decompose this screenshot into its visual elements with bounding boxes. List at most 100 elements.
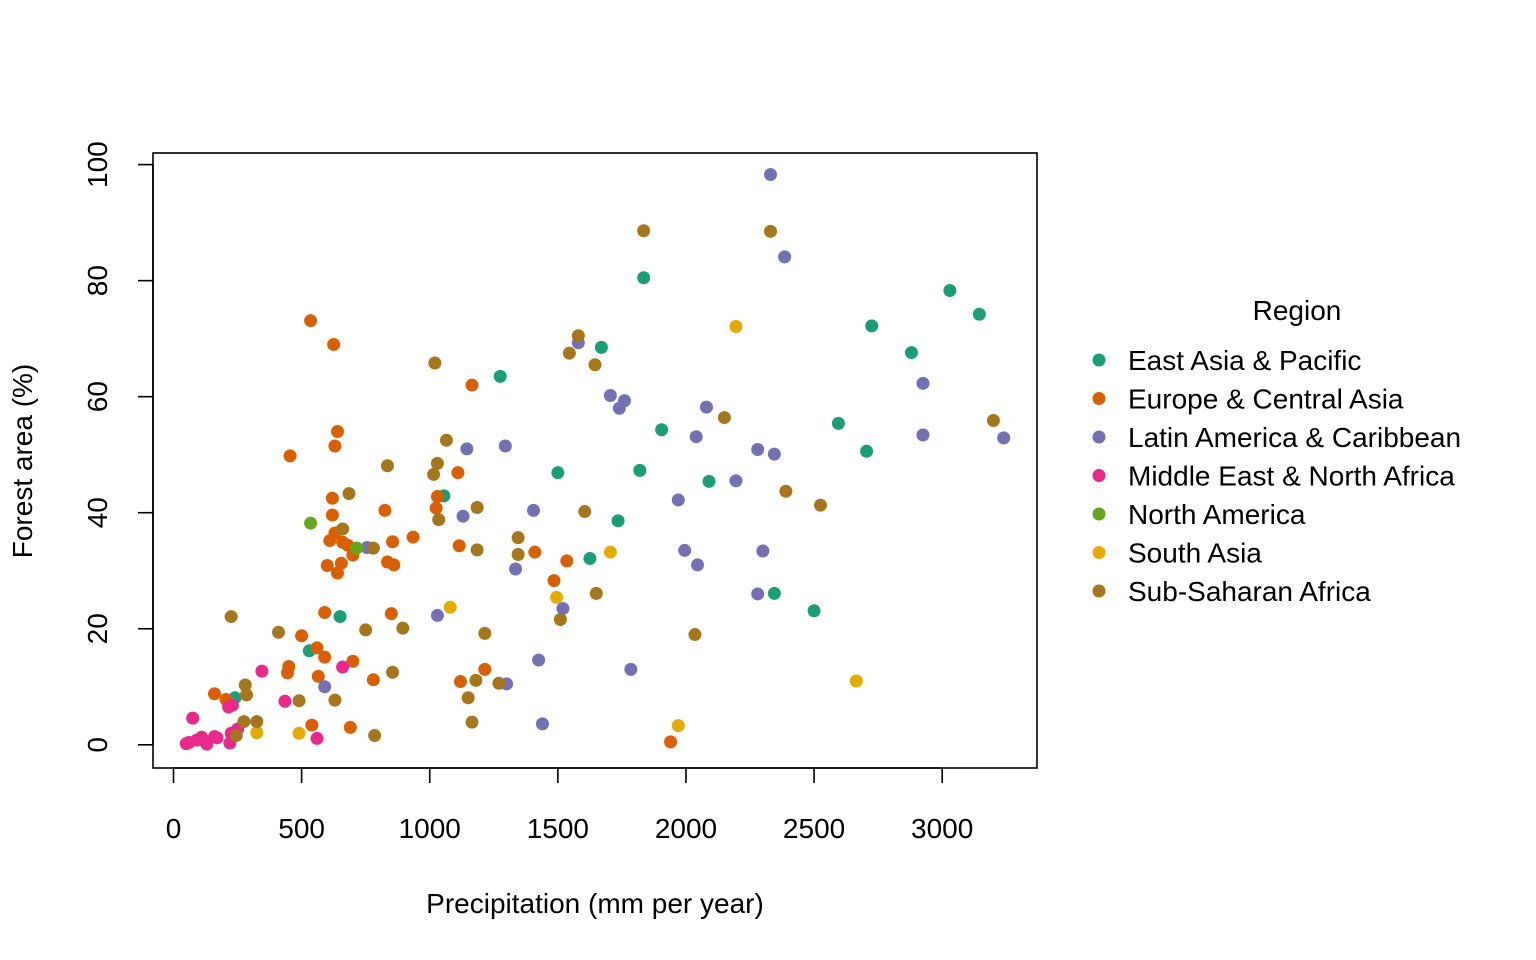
data-point [380, 459, 394, 473]
data-point [207, 687, 221, 701]
data-point [547, 574, 561, 588]
data-point [478, 662, 492, 676]
data-point [460, 442, 474, 456]
legend-entry: Sub-Saharan Africa [1128, 576, 1371, 607]
data-point [535, 717, 549, 731]
data-point [465, 715, 479, 729]
data-point [779, 484, 793, 498]
legend-marker [1092, 430, 1106, 444]
data-point [509, 562, 523, 576]
data-point [588, 358, 602, 372]
data-point [210, 731, 224, 745]
data-point [456, 509, 470, 523]
data-point [664, 735, 678, 749]
data-point [346, 654, 360, 668]
data-point [366, 541, 380, 555]
data-point [751, 587, 765, 601]
data-point [237, 715, 251, 729]
data-point [813, 498, 827, 512]
data-point [336, 660, 350, 674]
data-point [689, 430, 703, 444]
data-point [865, 319, 879, 333]
y-tick-label: 80 [82, 265, 113, 296]
data-point [325, 508, 339, 522]
data-point [551, 466, 565, 480]
data-point [453, 675, 467, 689]
data-point [461, 691, 475, 705]
data-point [427, 467, 441, 481]
data-point [562, 346, 576, 360]
data-point [764, 224, 778, 238]
data-point [386, 665, 400, 679]
data-point [443, 600, 457, 614]
data-point [465, 378, 479, 392]
data-point [222, 700, 236, 714]
data-point [278, 694, 292, 708]
data-point [336, 522, 350, 536]
data-point [478, 626, 492, 640]
data-point [439, 433, 453, 447]
data-point [470, 543, 484, 557]
legend-entry: Middle East & North Africa [1128, 461, 1455, 492]
data-point [380, 555, 394, 569]
data-point [729, 319, 743, 333]
data-point [986, 413, 1000, 427]
data-point [430, 608, 444, 622]
data-point [327, 337, 341, 351]
data-point [612, 401, 626, 415]
data-point [334, 556, 348, 570]
data-point [430, 456, 444, 470]
legend-title: Region [1253, 295, 1342, 326]
data-point [528, 545, 542, 559]
data-point [328, 439, 342, 453]
data-point [429, 501, 443, 515]
data-point [690, 558, 704, 572]
data-point [849, 674, 863, 688]
data-point [451, 466, 465, 480]
legend-marker [1092, 353, 1106, 367]
data-point [292, 694, 306, 708]
data-point [378, 503, 392, 517]
data-point [428, 356, 442, 370]
y-tick-label: 20 [82, 613, 113, 644]
data-point [430, 489, 444, 503]
data-point [997, 431, 1011, 445]
y-tick-label: 40 [82, 497, 113, 528]
data-point [311, 669, 325, 683]
data-point [532, 653, 546, 667]
data-point [250, 715, 264, 729]
data-point [671, 493, 685, 507]
data-point [406, 530, 420, 544]
data-point [281, 666, 295, 680]
x-tick-label: 0 [166, 813, 182, 844]
x-tick-label: 1500 [527, 813, 589, 844]
data-point [553, 612, 567, 626]
data-point [702, 474, 716, 488]
data-point [860, 444, 874, 458]
points-layer [179, 167, 1011, 751]
data-point [611, 514, 625, 528]
data-point [527, 503, 541, 517]
data-point [729, 474, 743, 488]
data-point [688, 628, 702, 642]
data-point [603, 545, 617, 559]
data-point [432, 513, 446, 527]
data-point [229, 729, 243, 743]
data-point [250, 726, 264, 740]
x-axis-label: Precipitation (mm per year) [426, 888, 764, 919]
data-point [671, 719, 685, 733]
data-point [717, 411, 731, 425]
data-point [359, 623, 373, 637]
data-point [238, 678, 252, 692]
data-point [699, 400, 713, 414]
data-point [305, 718, 319, 732]
data-point [511, 547, 525, 561]
data-point [325, 491, 339, 505]
data-point [589, 586, 603, 600]
data-point [556, 601, 570, 615]
data-point [492, 676, 506, 690]
data-point [368, 729, 382, 743]
y-axis-label: Forest area (%) [7, 364, 38, 559]
data-point [637, 271, 651, 285]
legend-entry: North America [1128, 499, 1306, 530]
